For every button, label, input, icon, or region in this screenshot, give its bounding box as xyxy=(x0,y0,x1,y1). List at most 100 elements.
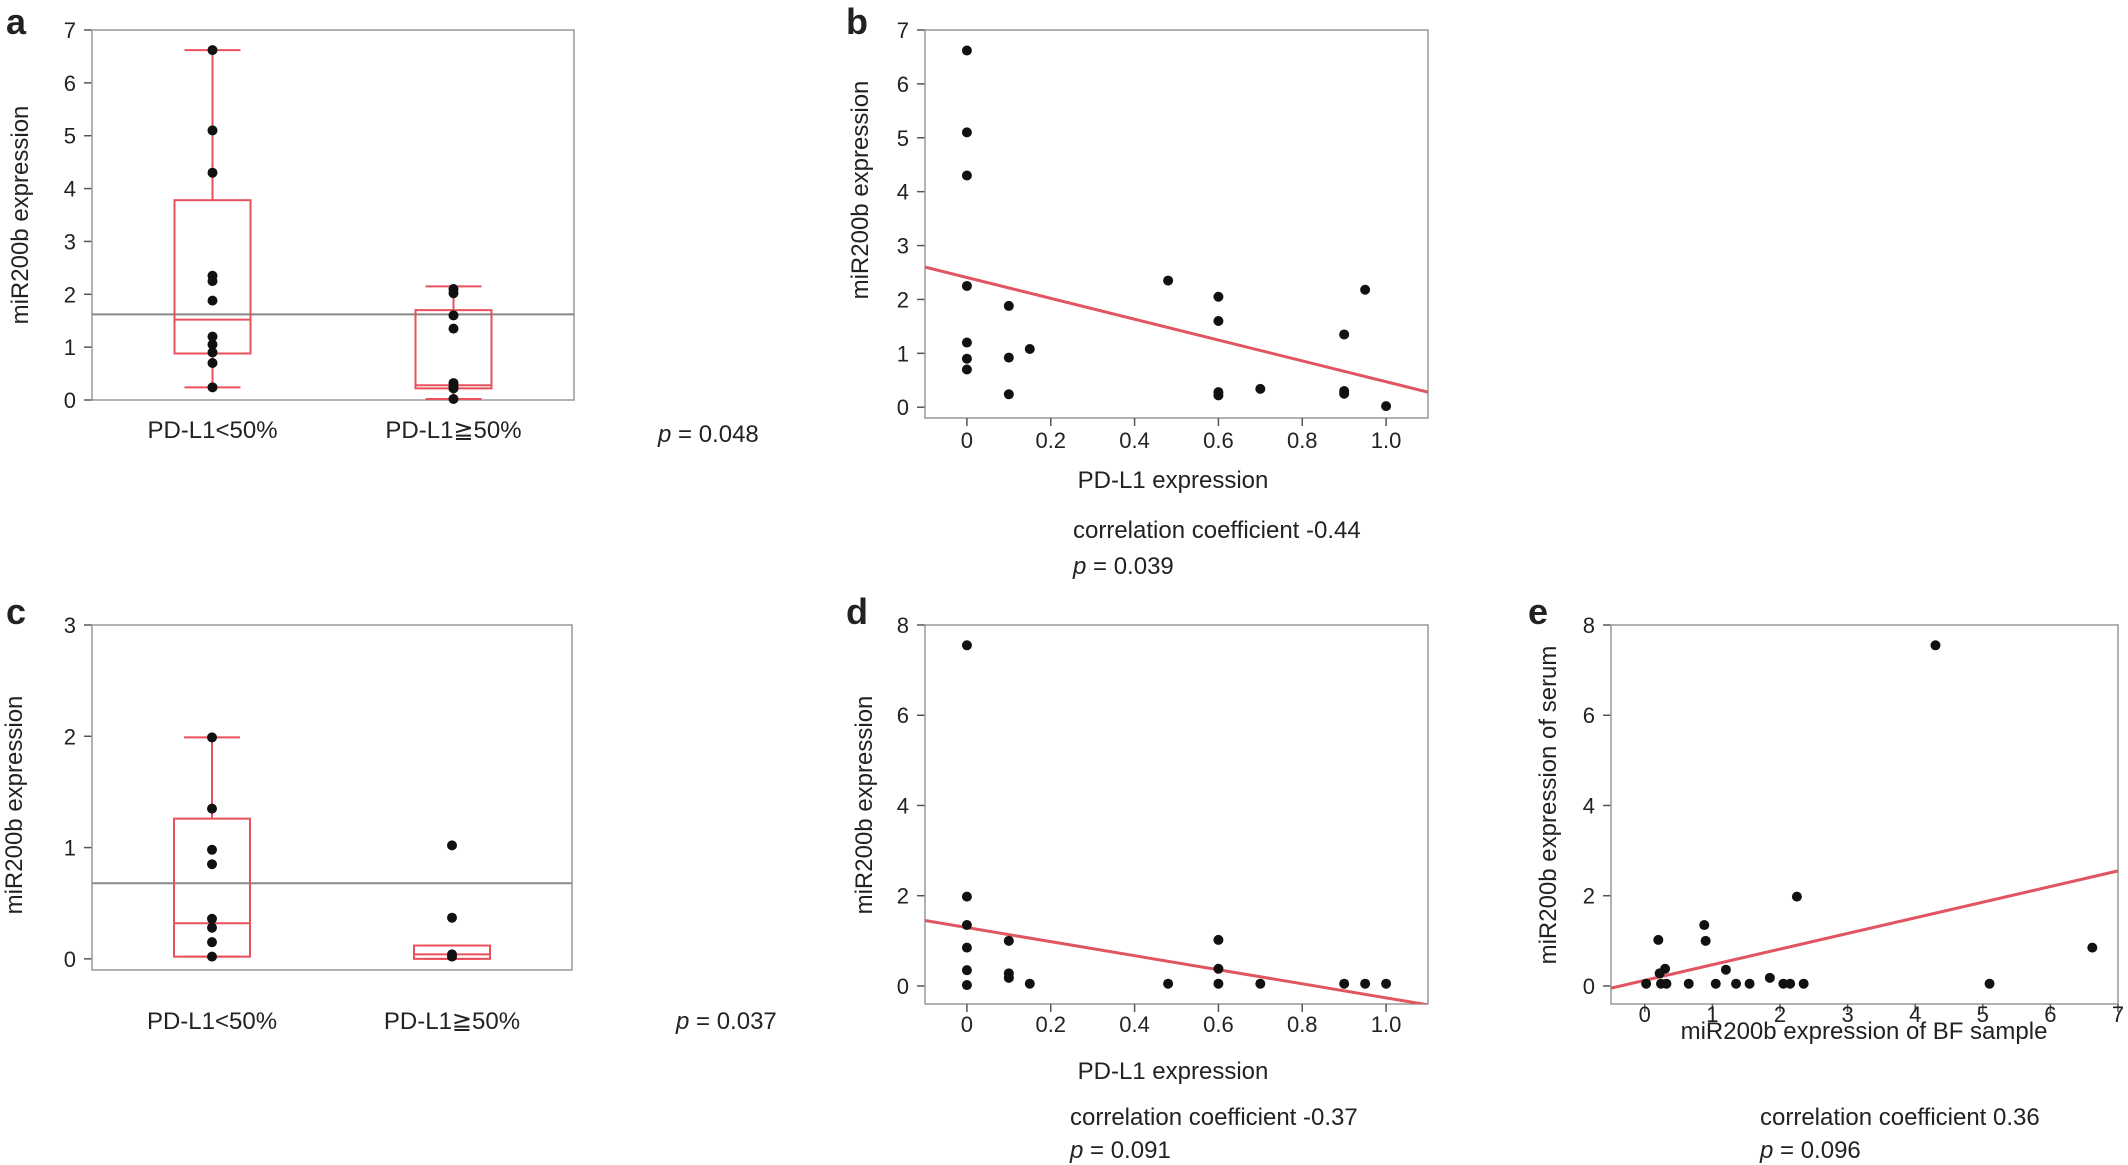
y-tick-label: 6 xyxy=(897,703,909,728)
y-axis-title: miR200b expression xyxy=(847,81,874,300)
y-tick-label: 6 xyxy=(1583,703,1595,728)
data-point xyxy=(1255,978,1266,989)
data-point xyxy=(1660,963,1671,974)
panel-d: d miR200b expression 0 2 4 6 8 0 0.2 0.4 0.6 0.8 1.0… xyxy=(846,591,1429,1164)
data-point xyxy=(207,358,218,368)
y-tick-label: 1 xyxy=(64,335,76,360)
panel-letter: c xyxy=(6,591,26,632)
x-tick-label: 0.6 xyxy=(1203,1012,1234,1037)
x-tick-label: 7 xyxy=(2112,1002,2124,1027)
y-tick-label: 5 xyxy=(897,126,909,151)
data-point xyxy=(207,347,218,358)
y-tick-label: 3 xyxy=(64,229,76,254)
data-point xyxy=(207,382,218,393)
data-point xyxy=(1213,934,1224,945)
data-point xyxy=(961,170,972,181)
x-tick-label: 1 xyxy=(1706,1002,1718,1027)
x-axis-title: PD-L1 expression xyxy=(1078,467,1269,494)
x-tick-label: 0.8 xyxy=(1287,428,1318,453)
plot-frame xyxy=(91,624,573,971)
data-point xyxy=(1764,972,1775,983)
data-point xyxy=(1731,978,1742,989)
y-tick-label: 1 xyxy=(897,341,909,366)
data-point xyxy=(1641,978,1652,989)
data-point xyxy=(207,167,218,178)
panel-letter: e xyxy=(1528,591,1548,632)
data-point xyxy=(961,45,972,56)
x-tick-label: 4 xyxy=(1909,1002,1921,1027)
data-point xyxy=(1163,275,1174,286)
data-point xyxy=(1339,329,1350,340)
data-point xyxy=(207,913,217,924)
x-tick-label: 0.6 xyxy=(1203,428,1234,453)
data-point xyxy=(207,732,217,743)
p-value-annotation: p = 0.048 xyxy=(657,421,759,448)
y-tick-label: 2 xyxy=(64,724,76,749)
y-axis-title: miR200b expression xyxy=(7,106,34,325)
x-axis-title: PD-L1 expression xyxy=(1078,1058,1269,1085)
p-value-annotation: p = 0.037 xyxy=(675,1008,777,1035)
data-point xyxy=(1003,389,1014,400)
data-point xyxy=(1213,978,1224,989)
data-point xyxy=(207,276,218,287)
data-point xyxy=(447,912,457,923)
data-point xyxy=(1163,978,1174,989)
data-point xyxy=(1003,935,1014,946)
correlation-annotation: correlation coefficient -0.37 xyxy=(1070,1104,1358,1131)
x-tick-label: 3 xyxy=(1841,1002,1853,1027)
data-point xyxy=(961,920,972,931)
x-tick-label: 5 xyxy=(1977,1002,1989,1027)
data-point xyxy=(1003,352,1014,363)
data-point xyxy=(1381,401,1392,412)
x-axis-title: miR200b expression of BF sample xyxy=(1681,1018,2048,1045)
data-point xyxy=(1798,978,1809,989)
data-point xyxy=(1024,978,1035,989)
plot-frame xyxy=(91,29,575,401)
x-tick-label: 1.0 xyxy=(1371,1012,1402,1037)
panel-letter: d xyxy=(846,591,868,632)
y-tick-label: 4 xyxy=(897,793,909,818)
data-point xyxy=(1003,300,1014,311)
data-point xyxy=(1699,920,1710,931)
data-point xyxy=(1744,978,1755,989)
data-point xyxy=(1785,978,1796,989)
data-point xyxy=(207,295,218,306)
y-axis-title: miR200b expression xyxy=(1,696,28,915)
regression-line xyxy=(925,265,1428,394)
data-point xyxy=(961,337,972,348)
y-axis-title: miR200b expression xyxy=(851,696,878,915)
x-tick-label: 1.0 xyxy=(1371,428,1402,453)
data-point xyxy=(207,951,217,962)
x-tick-label: 0 xyxy=(961,428,973,453)
data-point xyxy=(207,922,217,933)
data-point xyxy=(1653,934,1664,945)
y-tick-label: 4 xyxy=(64,177,76,202)
box-iqr xyxy=(173,817,251,958)
panel-a: a miR200b expression 0 1 2 3 4 5 6 7 PD-L1<50% PD-L… xyxy=(6,1,759,448)
y-tick-label: 2 xyxy=(897,884,909,909)
data-point xyxy=(207,125,218,136)
data-point xyxy=(961,891,972,902)
data-point xyxy=(207,331,218,342)
p-value-annotation: p = 0.096 xyxy=(1759,1137,1861,1164)
y-tick-label: 0 xyxy=(64,947,76,972)
regression-line xyxy=(925,919,1428,1004)
data-point xyxy=(1213,316,1224,326)
data-point xyxy=(448,288,459,299)
y-tick-label: 0 xyxy=(897,974,909,999)
data-point xyxy=(1339,388,1350,399)
correlation-annotation: correlation coefficient 0.36 xyxy=(1760,1104,2040,1131)
y-tick-label: 0 xyxy=(1583,974,1595,999)
x-tick-label: 6 xyxy=(2044,1002,2056,1027)
p-value-annotation: p = 0.039 xyxy=(1072,553,1174,580)
y-tick-label: 2 xyxy=(897,287,909,312)
category-label: PD-L1<50% xyxy=(147,1008,277,1035)
plot-frame xyxy=(924,29,1429,419)
data-point xyxy=(1213,963,1224,974)
data-point xyxy=(1360,284,1371,295)
y-tick-label: 0 xyxy=(897,395,909,420)
x-tick-label: 0.2 xyxy=(1035,428,1066,453)
x-tick-label: 0.4 xyxy=(1119,428,1150,453)
y-tick-label: 7 xyxy=(897,18,909,43)
